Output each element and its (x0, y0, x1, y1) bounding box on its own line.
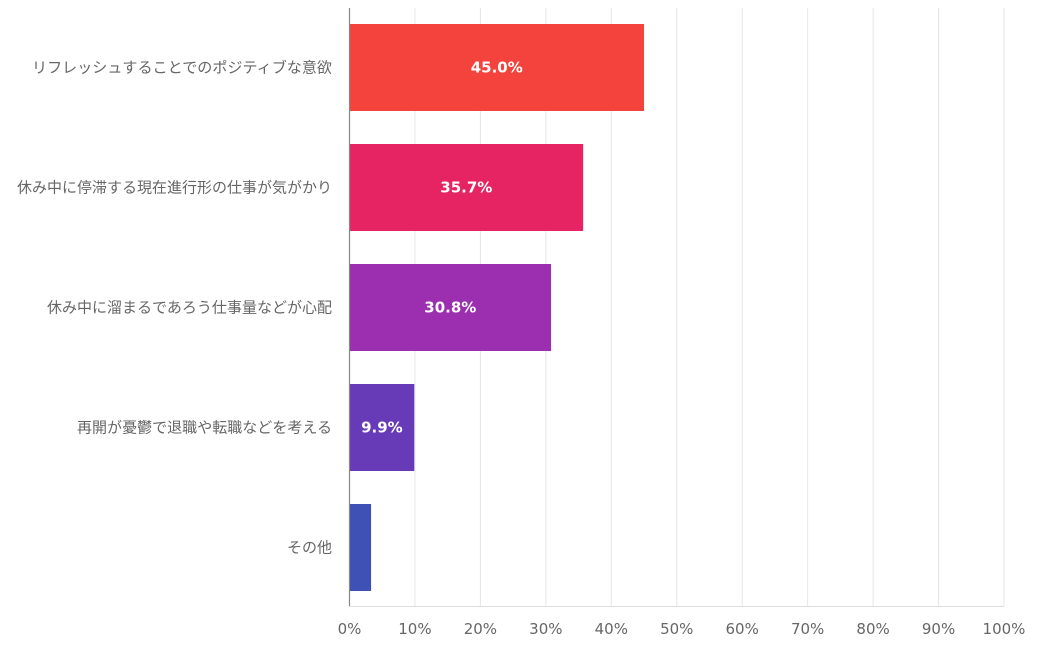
bar (349, 384, 415, 471)
category-label: 休み中に溜まるであろう仕事量などが心配 (47, 299, 332, 317)
category-label: 再開が憂鬱で退職や転職などを考える (77, 419, 332, 437)
x-tick-label: 70% (791, 620, 824, 638)
category-label: リフレッシュすることでのポジティブな意欲 (32, 59, 332, 77)
bar (349, 144, 584, 231)
x-tick-label: 20% (464, 620, 497, 638)
bar-data-label: 45.0% (471, 59, 523, 77)
category-label: その他 (287, 539, 332, 557)
bar (349, 264, 552, 351)
bar-data-label: 30.8% (424, 299, 476, 317)
category-labels: リフレッシュすることでのポジティブな意欲休み中に停滞する現在進行形の仕事が気がか… (17, 59, 332, 557)
bar (349, 24, 645, 111)
x-tick-label: 90% (922, 620, 955, 638)
bar (349, 504, 372, 591)
x-tick-labels: 0% 10% 20% 30% 40% 50% 60% 70% 80% 90% 100% (338, 620, 1026, 638)
category-label: 休み中に停滞する現在進行形の仕事が気がかり (17, 179, 332, 197)
x-tick-label: 80% (856, 620, 889, 638)
x-tick-label: 0% (338, 620, 362, 638)
x-tick-label: 40% (595, 620, 628, 638)
x-tick-label: 50% (660, 620, 693, 638)
bar-data-label: 9.9% (361, 419, 403, 437)
bar-data-label: 35.7% (440, 179, 492, 197)
bars: 45.0% 35.7% 30.8% 9.9% (349, 24, 645, 591)
x-tick-label: 10% (398, 620, 431, 638)
x-tick-label: 100% (983, 620, 1026, 638)
x-tick-label: 30% (529, 620, 562, 638)
x-tick-label: 60% (726, 620, 759, 638)
